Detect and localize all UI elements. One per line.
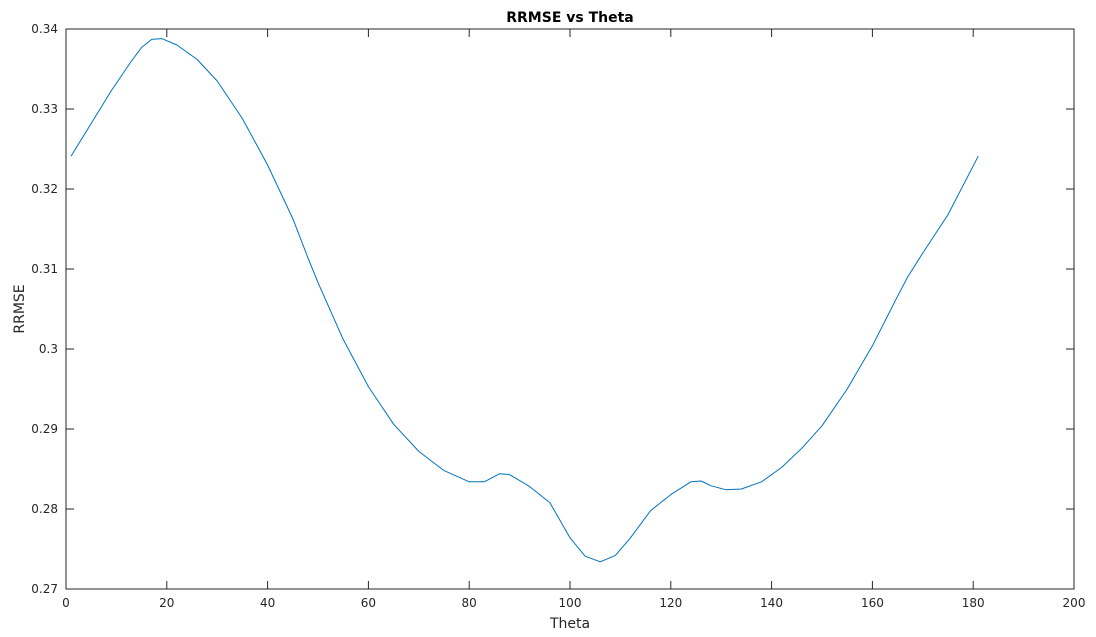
x-tick-label: 180 [962, 596, 985, 610]
y-tick-label: 0.3 [39, 342, 58, 356]
y-tick-label: 0.27 [31, 582, 58, 596]
chart-plot-area [70, 38, 979, 563]
y-tick-label: 0.33 [31, 102, 58, 116]
x-tick-label: 60 [361, 596, 376, 610]
x-tick-label: 40 [260, 596, 275, 610]
y-tick-label: 0.31 [31, 262, 58, 276]
y-tick-label: 0.32 [31, 182, 58, 196]
x-tick-label: 160 [861, 596, 884, 610]
x-tick-label: 0 [62, 596, 70, 610]
x-tick-label: 200 [1063, 596, 1086, 610]
x-tick-label: 80 [462, 596, 477, 610]
x-tick-label: 20 [159, 596, 174, 610]
x-axis-label: Theta [549, 616, 590, 632]
x-tick-label: 120 [659, 596, 682, 610]
x-tick-label: 140 [760, 596, 783, 610]
y-tick-label: 0.28 [31, 502, 58, 516]
x-tick-label: 100 [559, 596, 582, 610]
y-tick-label: 0.29 [31, 422, 58, 436]
chart-title: RRMSE vs Theta [506, 10, 634, 26]
axes-box [65, 28, 1075, 590]
chart-axes: 0 20 40 60 80 100 120 140 160 180 200 0.27 0.28 0.29 0… [31, 22, 1085, 610]
series-line [70, 38, 979, 563]
y-tick-label: 0.34 [31, 22, 58, 36]
y-axis-label: RRMSE [12, 284, 28, 333]
